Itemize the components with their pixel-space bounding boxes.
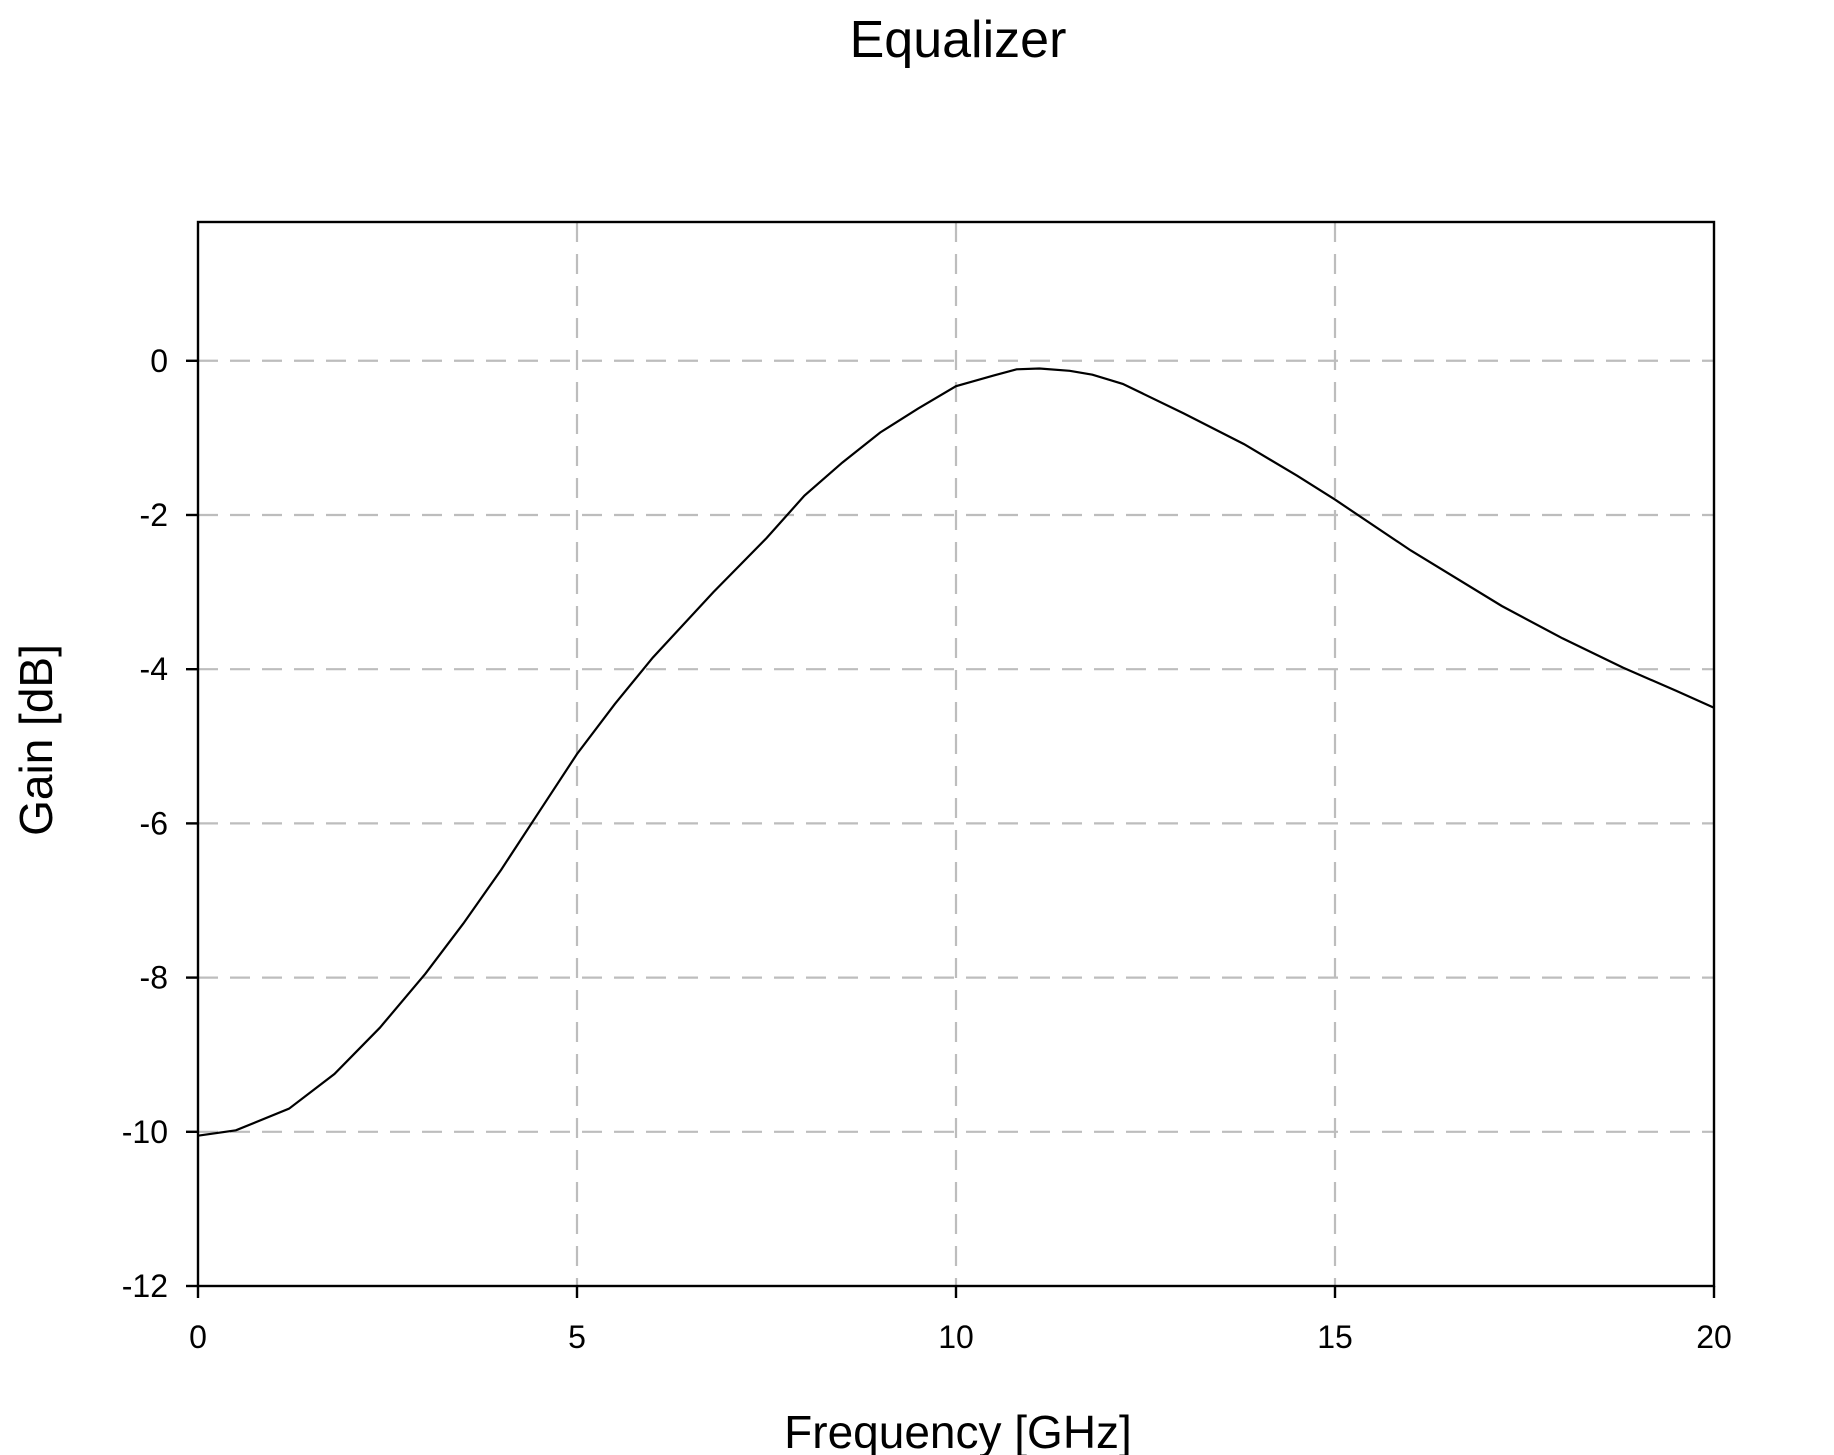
- x-tick-label: 0: [189, 1319, 207, 1355]
- y-tick-label: -8: [140, 960, 168, 996]
- x-tick-label: 20: [1696, 1319, 1732, 1355]
- grid: [198, 222, 1714, 1286]
- y-tick-label: -4: [140, 651, 168, 687]
- chart-title: Equalizer: [850, 11, 1067, 69]
- x-axis-label: Frequency [GHz]: [784, 1406, 1132, 1455]
- axis-ticks: 0 5 10 15 20 -12 -10 -8 -6 -4 -2 0: [122, 343, 1732, 1355]
- x-tick-label: 10: [938, 1319, 974, 1355]
- y-tick-label: -12: [122, 1268, 168, 1304]
- y-tick-label: -2: [140, 497, 168, 533]
- gain-curve: [197, 367, 1715, 1137]
- y-tick-label: -10: [122, 1114, 168, 1150]
- x-tick-label: 5: [568, 1319, 586, 1355]
- y-tick-label: -6: [140, 805, 168, 841]
- y-tick-label: 0: [150, 343, 168, 379]
- series-layer: [197, 367, 1715, 1137]
- x-tick-label: 15: [1317, 1319, 1353, 1355]
- y-axis-label: Gain [dB]: [10, 644, 62, 836]
